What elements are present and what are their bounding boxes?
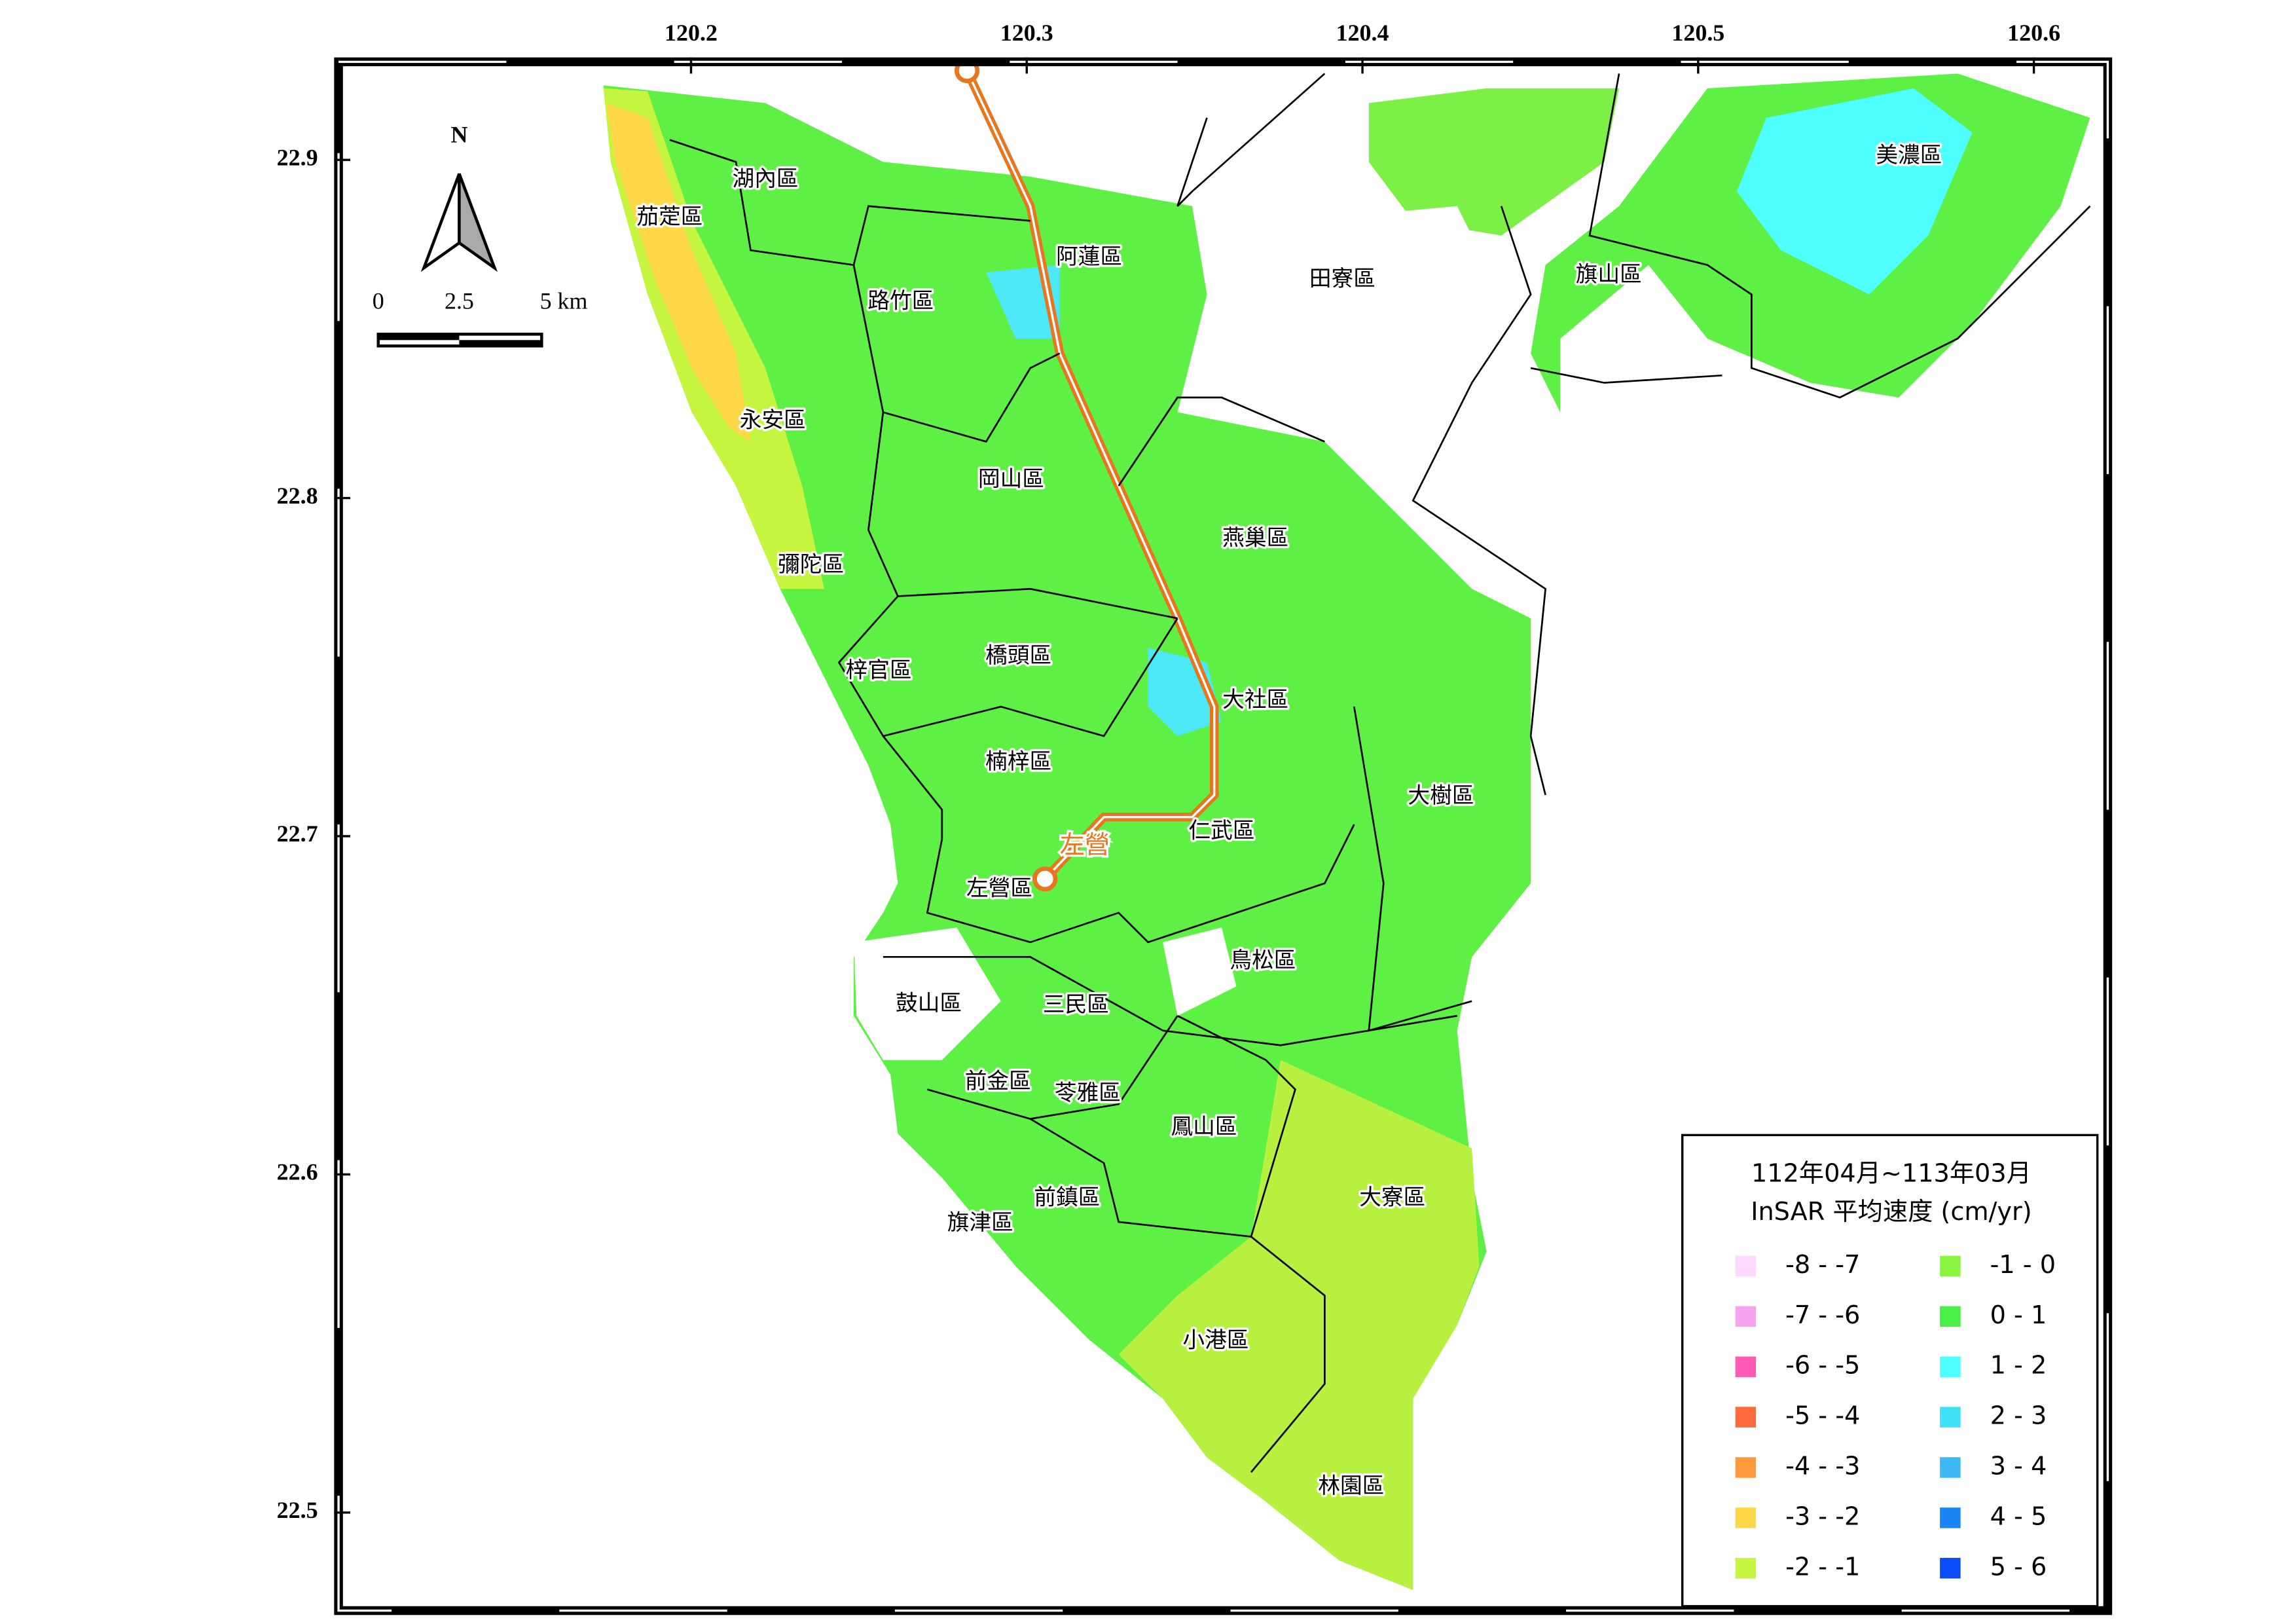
district-label: 梓官區 <box>846 657 912 683</box>
scale-label: 0 <box>373 287 384 314</box>
district-label: 仁武區 <box>1188 818 1254 843</box>
district-label: 左營區 <box>966 875 1032 900</box>
legend-swatch <box>1940 1507 1961 1528</box>
legend-label: -3 - -2 <box>1785 1502 1860 1531</box>
no-data <box>1163 927 1237 1016</box>
legend-label: -2 - -1 <box>1785 1553 1860 1581</box>
district-label: 岡山區 <box>978 466 1044 491</box>
no-data <box>853 927 1001 1060</box>
district-label: 大社區 <box>1222 687 1288 712</box>
district-label: 大樹區 <box>1408 783 1474 808</box>
station-label: 左營 <box>1060 831 1110 860</box>
district-label: 三民區 <box>1043 991 1109 1017</box>
scale-label: 5 km <box>540 287 588 314</box>
district-boundaries <box>669 73 2091 1473</box>
legend-swatch <box>1735 1306 1757 1327</box>
district-label: 小港區 <box>1182 1327 1248 1353</box>
district-label: 鼓山區 <box>896 990 962 1016</box>
map-layer: 左營 N 0 2.5 5 km 112年04月~113年03月 InSAR 平均… <box>277 20 2113 1615</box>
legend-label: 4 - 5 <box>1990 1502 2047 1531</box>
x-tick-label: 120.4 <box>1336 20 1389 46</box>
legend-swatch <box>1735 1255 1757 1277</box>
district-label: 燕巢區 <box>1222 525 1288 550</box>
y-tick-label: 22.7 <box>277 821 318 847</box>
legend-swatch <box>1940 1457 1961 1478</box>
legend-swatch <box>1735 1356 1757 1377</box>
district-label: 田寮區 <box>1309 266 1376 291</box>
legend-swatch <box>1940 1255 1961 1277</box>
district-label: 林園區 <box>1318 1473 1384 1498</box>
district-label: 橋頭區 <box>985 642 1051 668</box>
legend-label: -7 - -6 <box>1785 1301 1860 1330</box>
x-tick-label: 120.5 <box>1671 20 1724 46</box>
district-label: 湖內區 <box>732 166 798 191</box>
district-label: 旗津區 <box>947 1209 1013 1235</box>
uplift-cyan <box>1736 88 1973 295</box>
legend-label: -6 - -5 <box>1785 1352 1860 1380</box>
scale-bar-segment <box>378 334 460 341</box>
district-label: 永安區 <box>740 407 806 432</box>
coverage-coast-yellow <box>606 103 751 442</box>
legend-label: -4 - -3 <box>1785 1452 1860 1481</box>
no-data <box>1207 206 1516 501</box>
hsr-line-center <box>966 70 1216 880</box>
district-label: 彌陀區 <box>778 551 844 577</box>
north-label: N <box>450 121 467 147</box>
scale-label: 2.5 <box>445 287 474 314</box>
legend-title: 112年04月~113年03月 <box>1751 1160 2032 1189</box>
district-label: 前金區 <box>965 1068 1031 1094</box>
legend-swatch <box>1735 1457 1757 1478</box>
district-label: 美濃區 <box>1876 142 1942 168</box>
coverage-ne <box>1368 88 1620 236</box>
legend-label: 3 - 4 <box>1990 1452 2047 1481</box>
legend-label: -1 - 0 <box>1990 1251 2056 1280</box>
legend-swatch <box>1735 1407 1757 1428</box>
district-label: 路竹區 <box>867 287 934 313</box>
legend-label: -5 - -4 <box>1785 1402 1860 1431</box>
y-tick-label: 22.8 <box>277 483 318 509</box>
district-label: 茄萣區 <box>636 204 702 229</box>
district-label: 旗山區 <box>1576 261 1642 287</box>
district-label: 鳳山區 <box>1171 1114 1237 1139</box>
legend-label: 0 - 1 <box>1990 1301 2047 1330</box>
legend-swatch <box>1940 1356 1961 1377</box>
coverage-south <box>1118 1060 1480 1591</box>
scale-bar-segment <box>459 340 542 346</box>
y-tick-label: 22.6 <box>277 1159 318 1185</box>
legend-label: 2 - 3 <box>1990 1402 2047 1431</box>
legend-label: 1 - 2 <box>1990 1352 2047 1380</box>
x-tick-label: 120.6 <box>2007 20 2060 46</box>
district-label: 大寮區 <box>1359 1185 1425 1210</box>
legend-swatch <box>1735 1558 1757 1579</box>
legend-swatch <box>1735 1507 1757 1528</box>
y-tick-label: 22.9 <box>277 144 318 170</box>
district-label: 楠梓區 <box>985 748 1051 774</box>
x-tick-label: 120.3 <box>1000 20 1053 46</box>
district-label: 阿蓮區 <box>1056 244 1122 269</box>
legend-label: -8 - -7 <box>1785 1251 1860 1280</box>
y-tick-label: 22.5 <box>277 1497 318 1523</box>
north-arrow <box>420 173 498 272</box>
legend-swatch <box>1940 1407 1961 1428</box>
district-label: 鳥松區 <box>1230 948 1296 973</box>
legend-title: InSAR 平均速度 (cm/yr) <box>1751 1198 2032 1227</box>
district-label: 前鎮區 <box>1034 1185 1100 1210</box>
station-marker <box>1032 866 1058 892</box>
legend-label: 5 - 6 <box>1990 1553 2047 1581</box>
x-tick-label: 120.2 <box>665 20 718 46</box>
legend-swatch <box>1940 1306 1961 1327</box>
district-label: 苓雅區 <box>1055 1080 1121 1105</box>
legend-swatch <box>1940 1558 1961 1579</box>
